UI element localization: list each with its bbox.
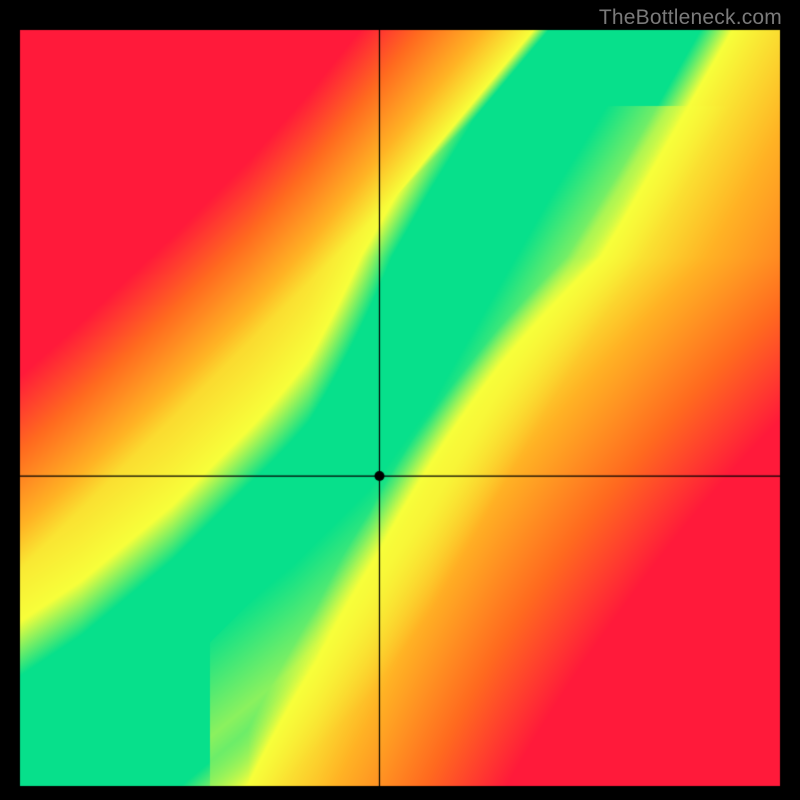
chart-container: TheBottleneck.com <box>0 0 800 800</box>
heatmap-canvas <box>0 0 800 800</box>
watermark-text: TheBottleneck.com <box>599 6 782 30</box>
